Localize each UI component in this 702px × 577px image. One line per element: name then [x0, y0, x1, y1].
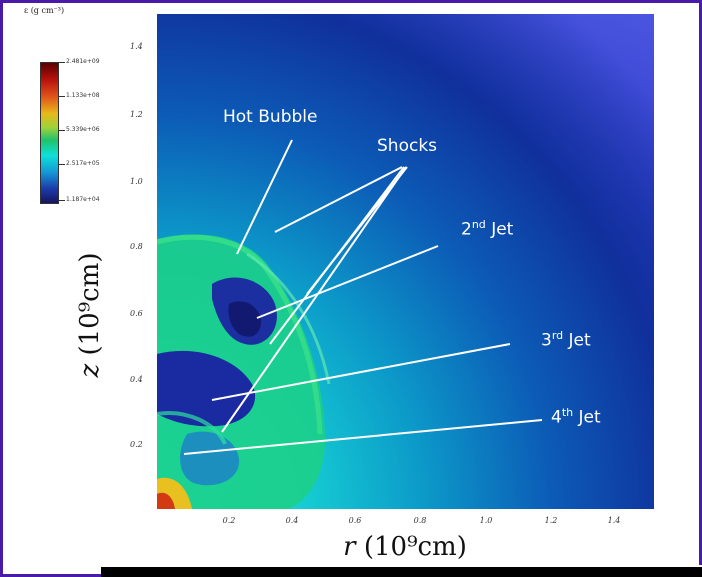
y-axis-variable: z	[75, 363, 105, 378]
jet4-label: 4th Jet	[551, 406, 601, 428]
colorbar-label: 2.481e+09	[66, 58, 100, 65]
base-core	[157, 492, 175, 509]
x-tick-label: 0.8	[413, 516, 427, 525]
x-axis-variable: r	[343, 532, 356, 562]
colorbar-label: 1.133e+08	[66, 92, 100, 99]
jet3-number: 3	[541, 330, 552, 351]
colorbar-tick	[59, 62, 65, 63]
x-tick-label: 1.4	[607, 516, 621, 525]
cavity-upper-inner	[228, 301, 261, 337]
hot-bubble-label: Hot Bubble	[223, 107, 318, 127]
colorbar-label: 2.517e+05	[66, 160, 100, 167]
colorbar-tick	[59, 96, 65, 97]
jet3-suffix: rd	[551, 329, 564, 342]
lower-lobe	[157, 411, 227, 445]
colorbar	[40, 62, 59, 204]
cavity-middle	[157, 350, 256, 427]
jet2-suffix: nd	[471, 218, 486, 231]
y-tick-label: 0.4	[130, 375, 143, 384]
y-tick-label: 1.4	[130, 42, 143, 51]
y-tick-label: 1.0	[130, 177, 143, 186]
y-tick-label: 0.2	[130, 440, 143, 449]
jet4-word: Jet	[578, 407, 601, 428]
density-field	[157, 139, 543, 509]
jet2-word: Jet	[491, 219, 514, 240]
y-axis-label: z (10⁹cm)	[75, 205, 105, 425]
y-tick-label: 0.6	[130, 309, 143, 318]
jet2-label: 2nd Jet	[461, 218, 513, 240]
x-tick-label: 1.0	[479, 516, 493, 525]
colorbar-tick	[59, 200, 65, 201]
y-tick-label: 1.2	[130, 110, 143, 119]
jet3-word: Jet	[568, 330, 591, 351]
x-tick-label: 0.4	[285, 516, 299, 525]
jet4-suffix: th	[561, 406, 574, 419]
simulation-plot	[157, 14, 654, 509]
y-axis-unit: (10⁹cm)	[75, 252, 105, 356]
x-axis-label: r (10⁹cm)	[280, 532, 530, 562]
x-tick-label: 0.6	[348, 516, 362, 525]
jet4-number: 4	[551, 407, 562, 428]
x-axis-unit: (10⁹cm)	[363, 532, 467, 562]
bottom-black-bar	[101, 565, 702, 577]
colorbar-tick	[59, 164, 65, 165]
colorbar-label: 5.339e+06	[66, 126, 100, 133]
jet2-number: 2	[461, 219, 472, 240]
annotation-lines	[183, 139, 543, 455]
colorbar-label: 1.187e+04	[66, 196, 100, 203]
x-tick-label: 0.2	[222, 516, 236, 525]
y-tick-label: 0.8	[130, 242, 143, 251]
jet3-label: 3rd Jet	[541, 329, 591, 351]
colorbar-tick	[59, 130, 65, 131]
cavity-lower	[180, 431, 240, 486]
shocks-label: Shocks	[377, 136, 438, 156]
colorbar-title: ε (g cm⁻³)	[24, 6, 65, 15]
x-tick-label: 1.2	[544, 516, 558, 525]
